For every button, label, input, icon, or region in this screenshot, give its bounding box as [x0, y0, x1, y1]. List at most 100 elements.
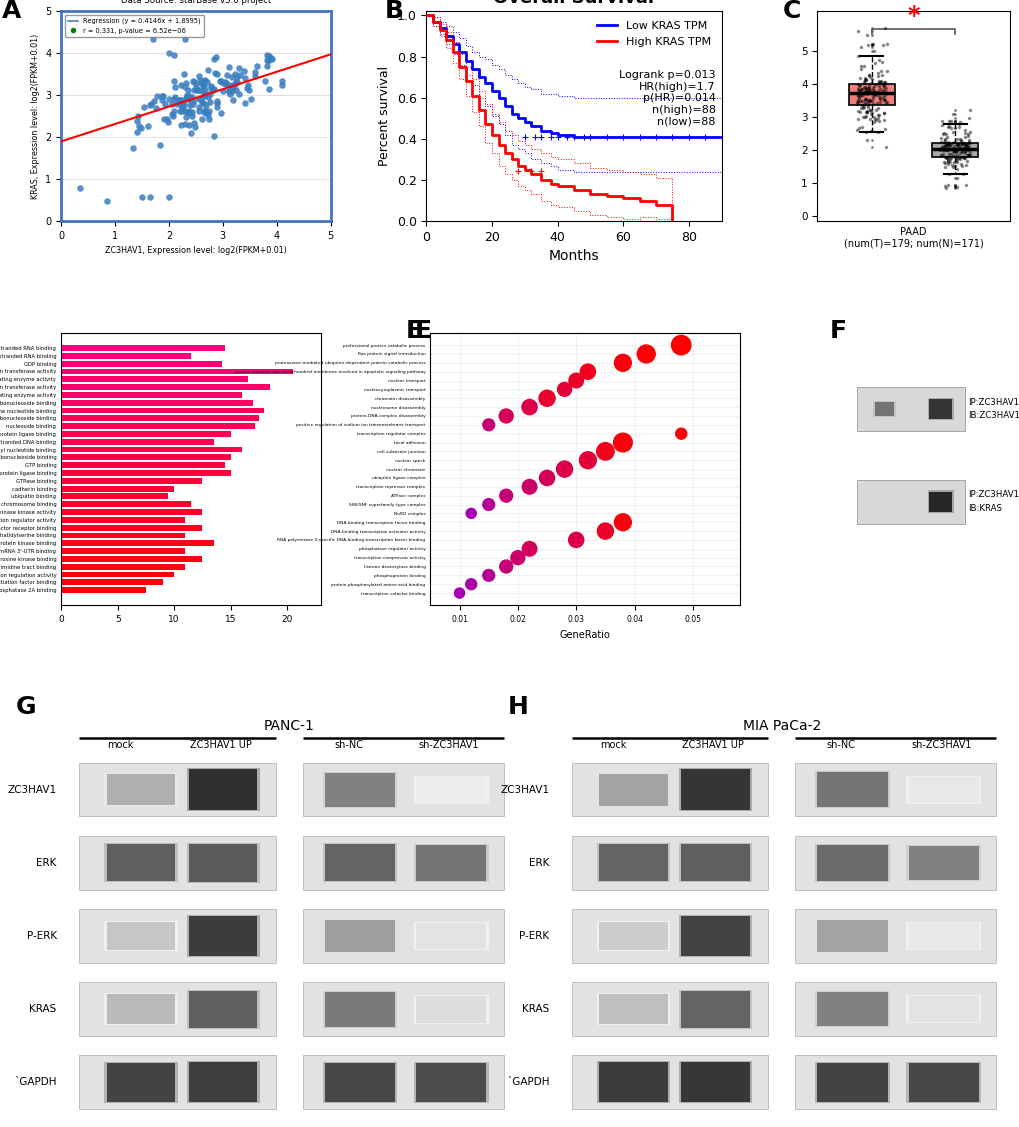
Point [867, 100, 883, 118]
Point [860, 77, 876, 95]
Point [955, 139, 971, 157]
Point [154, 87, 170, 105]
Point [189, 81, 205, 99]
Bar [908, 923, 978, 949]
Point [263, 50, 279, 68]
Bar [908, 996, 978, 1022]
Point [129, 107, 146, 125]
Bar [679, 1061, 751, 1103]
Point [237, 94, 254, 112]
Bar [414, 995, 488, 1023]
Point [197, 87, 213, 105]
Bar [79, 1056, 275, 1109]
Point [257, 72, 273, 90]
Point [953, 142, 969, 160]
Point [949, 135, 965, 153]
Point [934, 124, 951, 142]
Text: sh-ZC3HAV1: sh-ZC3HAV1 [418, 740, 479, 749]
Title: Overall Survival: Overall Survival [493, 0, 654, 7]
Point [196, 104, 212, 122]
Point [945, 147, 961, 165]
Point [875, 104, 892, 122]
Point [497, 558, 514, 576]
Point [870, 72, 887, 90]
Text: ZC3HAV1 UP: ZC3HAV1 UP [682, 740, 744, 749]
Point [151, 135, 167, 153]
Text: B: B [385, 0, 404, 23]
Point [196, 72, 212, 90]
Point [865, 42, 881, 60]
Point [955, 148, 971, 166]
Point [954, 134, 970, 152]
Y-axis label: Percent survival: Percent survival [378, 66, 391, 167]
Point [176, 96, 193, 114]
Point [955, 134, 971, 152]
Point [956, 137, 972, 156]
Point [851, 91, 867, 109]
Point [229, 68, 246, 86]
Bar [816, 992, 887, 1027]
Bar [872, 401, 895, 417]
Point [261, 47, 277, 65]
Point [614, 513, 631, 531]
Point [873, 88, 890, 106]
X-axis label: Months: Months [548, 249, 599, 264]
Text: KRAS: KRAS [30, 1004, 57, 1014]
Point [538, 469, 554, 487]
Point [932, 139, 949, 157]
Point [852, 80, 868, 98]
Point [864, 87, 880, 105]
Point [849, 23, 865, 41]
Point [858, 83, 874, 101]
Bar [303, 1056, 503, 1109]
Point [128, 123, 145, 141]
Bar [414, 922, 488, 950]
Point [945, 140, 961, 158]
Text: `GAPDH: `GAPDH [506, 1077, 548, 1088]
Bar [906, 922, 980, 950]
Bar [572, 983, 767, 1036]
Point [197, 85, 213, 103]
Point [959, 141, 975, 159]
Point [262, 50, 278, 68]
Point [173, 98, 190, 116]
Point [221, 59, 237, 77]
Point [194, 92, 210, 110]
Point [944, 142, 960, 160]
Point [849, 91, 865, 109]
Point [133, 188, 150, 206]
Point [215, 74, 231, 92]
Bar [906, 844, 980, 881]
Point [180, 115, 197, 133]
Bar [79, 983, 275, 1036]
Point [955, 139, 971, 157]
Point [860, 91, 876, 109]
Bar [416, 1063, 486, 1101]
Point [274, 77, 290, 95]
Bar [416, 845, 486, 880]
Point [215, 82, 231, 100]
Point [945, 139, 961, 157]
Point [938, 136, 955, 154]
Point [952, 131, 968, 149]
Point [195, 95, 211, 113]
Point [199, 73, 215, 91]
Point [855, 83, 871, 101]
Point [202, 85, 218, 103]
Bar [61, 361, 221, 366]
Bar [679, 915, 751, 957]
Point [864, 89, 880, 107]
Point [247, 63, 263, 81]
Point [855, 80, 871, 98]
Point [161, 44, 177, 62]
Point [867, 86, 883, 104]
Point [856, 96, 872, 114]
Bar [61, 587, 146, 593]
Point [198, 104, 214, 122]
Bar [61, 376, 248, 382]
Bar [816, 845, 887, 881]
Point [938, 118, 955, 136]
Point [958, 137, 974, 156]
Point [199, 106, 215, 124]
Point [937, 140, 954, 158]
